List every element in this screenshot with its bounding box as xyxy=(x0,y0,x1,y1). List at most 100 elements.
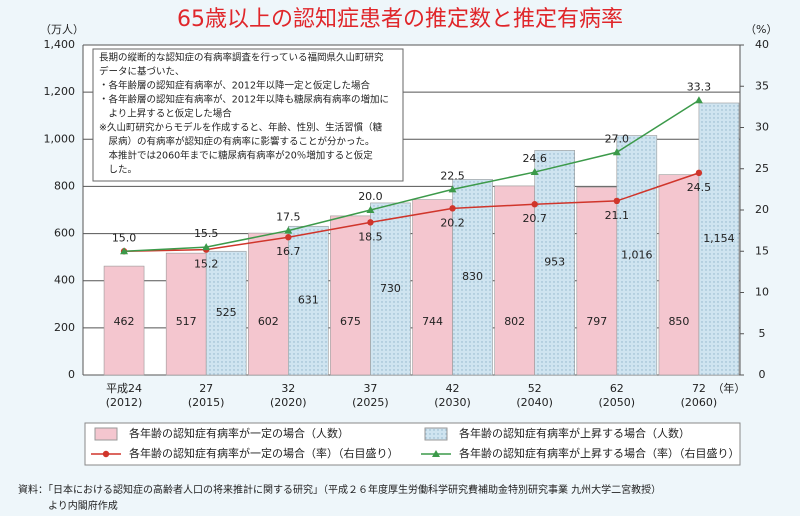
x-tick-label: (2050) xyxy=(599,396,636,409)
legend-swatch xyxy=(102,450,110,458)
source: 資料：「日本における認知症の高齢者人口の将来推計に関する研究」（平成２６年度厚生… xyxy=(18,483,661,496)
line xyxy=(124,172,700,252)
value-label: 953 xyxy=(544,256,565,269)
value-label: 850 xyxy=(668,315,689,328)
value-label: 24.5 xyxy=(687,181,712,194)
value-label: 20.0 xyxy=(358,190,383,203)
value-label: 525 xyxy=(216,306,237,319)
value-label: 17.5 xyxy=(276,211,301,224)
y-tick-label: 1,400 xyxy=(44,38,76,51)
y2-tick-label: 25 xyxy=(755,162,769,175)
annotation-text: 本推計では2060年までに糖尿病有病率が20％増加すると仮定 xyxy=(99,150,373,162)
value-label: 797 xyxy=(586,315,607,328)
annotation-text: ※久山町研究からモデルを作成すると、年齢、性別、生活習慣（糖 xyxy=(99,122,383,134)
bar xyxy=(412,199,453,376)
annotation-text: した。 xyxy=(99,165,137,176)
bar xyxy=(248,232,289,376)
legend-label: 各年齢の認知症有病率が上昇する場合（人数） xyxy=(459,426,690,440)
value-label: 730 xyxy=(380,282,401,295)
annotation-box xyxy=(92,48,404,182)
chart-title: 65歳以上の認知症患者の推定数と推定有病率 xyxy=(177,7,623,32)
y2-tick-label: 10 xyxy=(755,286,769,299)
value-label: 462 xyxy=(114,315,135,328)
value-label: 20.2 xyxy=(440,216,465,229)
bar xyxy=(330,215,371,376)
annotation-text: 尿病）の有病率が認知症の有病率に影響することが分かった。 xyxy=(99,136,375,148)
y2-tick-label: 35 xyxy=(755,79,769,92)
value-label: 517 xyxy=(176,315,197,328)
value-label: 16.7 xyxy=(276,245,301,258)
bar xyxy=(658,174,700,376)
y-tick-label: 0 xyxy=(68,368,75,381)
value-label: 802 xyxy=(504,315,525,328)
marker xyxy=(449,205,456,212)
x-tick-label: 52 xyxy=(528,382,542,395)
marker xyxy=(367,219,374,226)
x-axis-label: （年） xyxy=(712,381,745,395)
value-label: 830 xyxy=(462,270,483,283)
x-tick-label: 37 xyxy=(363,382,377,395)
value-label: 675 xyxy=(340,315,361,328)
y-tick-label: 600 xyxy=(54,227,75,240)
y-tick-label: 1,000 xyxy=(44,132,76,145)
bar xyxy=(616,135,658,376)
value-label: 15.2 xyxy=(194,258,219,271)
x-tick-label: (2012) xyxy=(106,396,143,409)
y2-tick-label: 30 xyxy=(755,121,769,134)
value-label: 27.0 xyxy=(605,132,630,145)
annotation-text: ・各年齢層の認知症有病率が、2012年以降一定と仮定した場合 xyxy=(99,80,370,92)
marker xyxy=(530,168,539,176)
y-tick-label: 200 xyxy=(54,321,75,334)
marker xyxy=(366,206,375,213)
x-tick-label: 72 xyxy=(692,382,706,395)
marker xyxy=(694,96,703,104)
legend-swatch xyxy=(94,427,118,441)
bar xyxy=(370,202,411,376)
value-label: 18.5 xyxy=(358,230,383,243)
x-tick-label: 32 xyxy=(281,382,295,395)
x-tick-label: 平成24 xyxy=(106,382,142,395)
value-label: 602 xyxy=(258,315,279,328)
bar xyxy=(288,225,329,376)
bar xyxy=(452,179,493,376)
x-tick-label: 62 xyxy=(610,382,624,395)
value-label: 20.7 xyxy=(522,212,547,225)
y2-tick-label: 15 xyxy=(755,244,769,257)
annotation-text: 長期の縦断的な認知症の有病率調査を行っている福岡県久山町研究 xyxy=(99,52,384,64)
line xyxy=(124,99,700,252)
value-label: 15.5 xyxy=(194,227,219,240)
value-label: 1,016 xyxy=(621,248,653,261)
x-tick-label: (2015) xyxy=(188,396,225,409)
y-tick-label: 800 xyxy=(54,179,75,192)
legend-label: 各年齢の認知症有病率が一定の場合（率）（右目盛り） xyxy=(129,446,399,460)
value-label: 24.6 xyxy=(522,152,547,165)
marker xyxy=(612,148,621,156)
value-label: 1,154 xyxy=(703,232,735,245)
value-label: 21.1 xyxy=(605,209,630,222)
x-tick-label: (2040) xyxy=(516,396,553,409)
y-tick-label: 1,200 xyxy=(44,85,76,98)
legend-swatch xyxy=(432,450,440,457)
y2-axis-label: （%） xyxy=(745,23,777,36)
y-tick-label: 400 xyxy=(54,274,75,287)
y2-tick-label: 40 xyxy=(755,38,769,51)
bar xyxy=(534,150,575,376)
bar xyxy=(103,265,145,376)
y2-tick-label: 0 xyxy=(759,368,766,381)
x-tick-label: (2020) xyxy=(270,396,307,409)
y-axis-label: （万人） xyxy=(40,23,84,36)
marker xyxy=(285,234,292,241)
value-label: 33.3 xyxy=(687,80,712,93)
x-tick-label: 42 xyxy=(446,382,460,395)
bar xyxy=(494,185,535,376)
legend-box xyxy=(84,422,741,466)
x-tick-label: 27 xyxy=(199,382,213,395)
marker xyxy=(613,197,621,205)
y2-tick-label: 5 xyxy=(759,327,766,340)
bar xyxy=(165,252,207,376)
legend-swatch xyxy=(424,427,448,441)
annotation-text: ・各年齢層の認知症有病率が、2012年以降も糖尿病有病率の増加に xyxy=(99,94,389,106)
bar xyxy=(576,186,618,376)
x-tick-label: (2025) xyxy=(352,396,389,409)
legend-label: 各年齢の認知症有病率が上昇する場合（率）（右目盛り） xyxy=(459,446,740,460)
